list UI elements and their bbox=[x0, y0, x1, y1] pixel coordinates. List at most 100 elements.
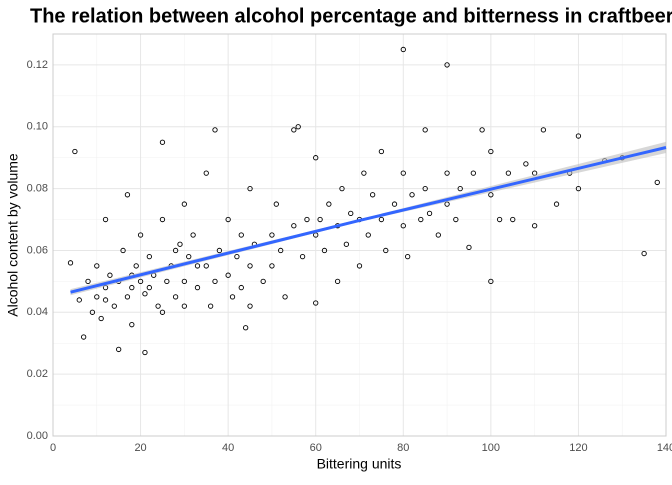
point bbox=[348, 210, 354, 217]
x-tick-label: 60 bbox=[310, 442, 322, 454]
y-tick-label: 0.04 bbox=[27, 306, 48, 318]
point bbox=[89, 309, 96, 315]
point bbox=[212, 278, 218, 285]
point bbox=[260, 278, 266, 285]
point bbox=[269, 263, 275, 269]
point bbox=[194, 284, 201, 291]
point bbox=[181, 303, 188, 309]
point bbox=[225, 272, 231, 278]
point bbox=[146, 284, 152, 291]
point bbox=[299, 253, 306, 260]
point bbox=[369, 192, 376, 198]
point bbox=[291, 223, 297, 229]
x-tick-label: 40 bbox=[222, 442, 234, 454]
point bbox=[505, 170, 512, 176]
point bbox=[269, 232, 275, 238]
point bbox=[234, 253, 240, 260]
point bbox=[116, 346, 122, 353]
y-tick-label: 0.10 bbox=[27, 121, 48, 133]
x-tick-label: 20 bbox=[134, 442, 146, 454]
point bbox=[76, 297, 82, 303]
point bbox=[159, 139, 166, 145]
point bbox=[400, 170, 406, 176]
point bbox=[107, 272, 113, 278]
point bbox=[479, 127, 485, 133]
point bbox=[496, 216, 503, 223]
point bbox=[102, 216, 109, 223]
point bbox=[488, 148, 494, 155]
point bbox=[575, 185, 582, 192]
point bbox=[247, 185, 253, 192]
point bbox=[400, 223, 406, 229]
point bbox=[470, 170, 476, 176]
point bbox=[273, 201, 279, 207]
point bbox=[466, 244, 472, 251]
point bbox=[146, 253, 152, 260]
point bbox=[361, 170, 367, 176]
y-tick-label: 0.08 bbox=[27, 183, 48, 195]
point bbox=[422, 185, 428, 192]
point bbox=[422, 127, 428, 133]
point bbox=[383, 247, 389, 254]
point bbox=[378, 148, 385, 155]
point bbox=[203, 263, 209, 269]
point bbox=[654, 179, 660, 186]
point bbox=[426, 210, 433, 217]
point bbox=[488, 192, 494, 198]
y-tick-label: 0.06 bbox=[27, 244, 48, 256]
point bbox=[523, 161, 529, 167]
point bbox=[229, 294, 236, 300]
point bbox=[295, 124, 301, 130]
y-tick-label: 0.12 bbox=[27, 59, 48, 71]
point bbox=[159, 216, 166, 223]
point bbox=[510, 216, 516, 223]
point bbox=[129, 322, 135, 328]
point bbox=[356, 263, 363, 269]
point bbox=[304, 216, 310, 223]
point bbox=[391, 201, 398, 207]
point bbox=[207, 303, 214, 309]
y-tick-label: 0.02 bbox=[27, 368, 48, 380]
x-tick-label: 120 bbox=[569, 442, 587, 454]
point bbox=[444, 62, 450, 68]
point bbox=[177, 241, 183, 247]
point bbox=[457, 185, 463, 192]
point bbox=[339, 185, 345, 192]
point bbox=[321, 247, 328, 254]
panel-border bbox=[52, 33, 667, 437]
point bbox=[142, 349, 148, 356]
point bbox=[418, 216, 424, 223]
point bbox=[225, 216, 231, 223]
point bbox=[81, 334, 87, 340]
point bbox=[365, 232, 371, 238]
point bbox=[313, 300, 319, 306]
point bbox=[159, 309, 166, 315]
point bbox=[641, 250, 647, 257]
point bbox=[453, 216, 459, 223]
point bbox=[326, 201, 332, 207]
point bbox=[72, 148, 78, 155]
point bbox=[142, 291, 148, 297]
point bbox=[435, 232, 441, 238]
point bbox=[317, 216, 323, 223]
point bbox=[133, 263, 139, 269]
point bbox=[540, 127, 547, 133]
point bbox=[238, 284, 244, 291]
chart-title: The relation between alcohol percentage … bbox=[30, 5, 672, 27]
point bbox=[194, 263, 201, 269]
point bbox=[405, 253, 411, 260]
x-axis-title: Bittering units bbox=[317, 456, 402, 472]
point bbox=[488, 278, 494, 285]
point bbox=[531, 223, 538, 229]
point bbox=[190, 232, 196, 238]
point bbox=[278, 247, 284, 254]
point bbox=[378, 216, 385, 223]
point bbox=[129, 284, 135, 291]
point bbox=[238, 232, 244, 238]
point bbox=[102, 297, 109, 303]
point bbox=[67, 260, 74, 266]
point bbox=[212, 127, 218, 133]
point bbox=[181, 201, 188, 207]
